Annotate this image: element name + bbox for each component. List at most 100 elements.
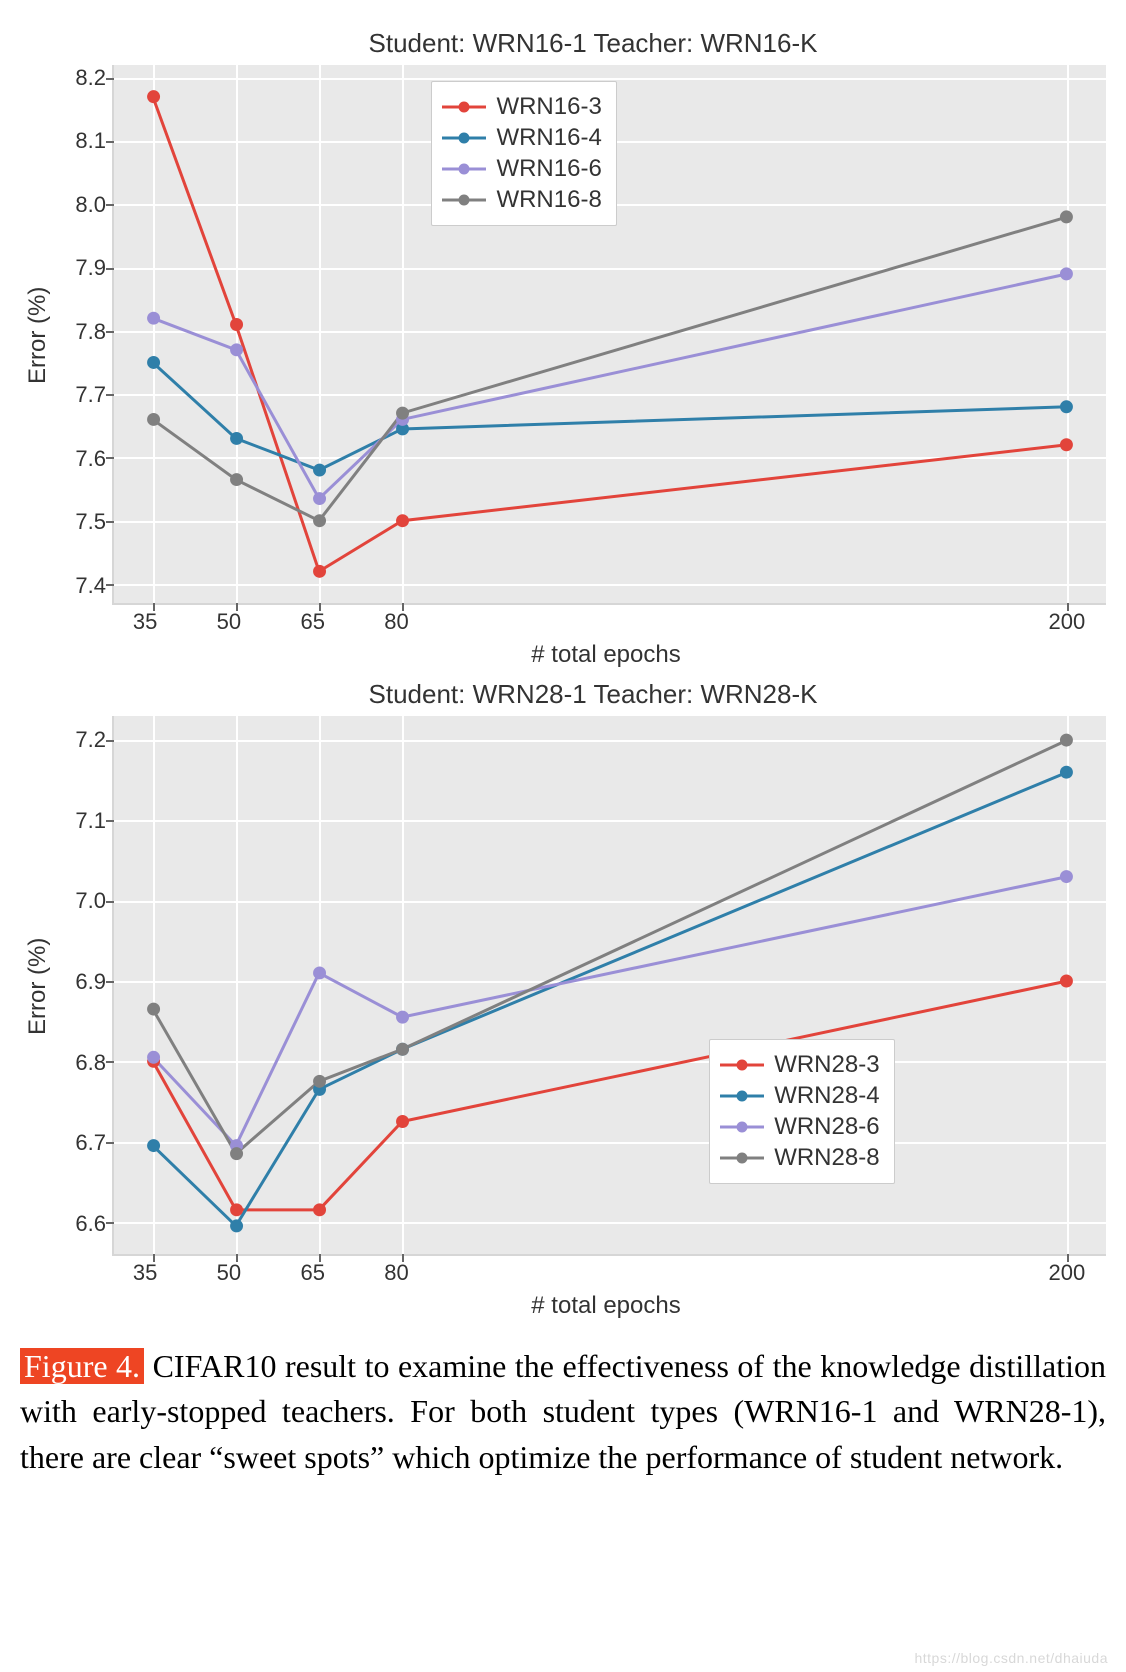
data-point [147, 90, 160, 103]
legend: WRN28-3 WRN28-4 WRN28-6 WRN28-8 [709, 1039, 894, 1184]
x-tick-label: 80 [384, 609, 408, 635]
y-tick-label: 8.2 [75, 65, 106, 91]
y-tick-label: 6.7 [75, 1130, 106, 1156]
data-point [1060, 210, 1073, 223]
x-tick-label: 80 [384, 1260, 408, 1286]
legend: WRN16-3 WRN16-4 WRN16-6 WRN16-8 [431, 81, 616, 226]
data-point [313, 1203, 326, 1216]
data-point [147, 1139, 160, 1152]
legend-label: WRN28-4 [774, 1082, 879, 1110]
data-point [396, 1011, 409, 1024]
y-tick-label: 6.9 [75, 969, 106, 995]
data-point [313, 565, 326, 578]
legend-item: WRN28-3 [720, 1051, 879, 1079]
legend-label: WRN28-8 [774, 1144, 879, 1172]
legend-item: WRN16-6 [442, 155, 601, 183]
data-point [147, 356, 160, 369]
legend-item: WRN28-4 [720, 1082, 879, 1110]
legend-swatch-icon [720, 1087, 764, 1105]
chart-bottom: Student: WRN28-1 Teacher: WRN28-K Error (… [20, 679, 1106, 1320]
legend-swatch-icon [442, 129, 486, 147]
legend-swatch-icon [720, 1056, 764, 1074]
y-tick-label: 7.7 [75, 382, 106, 408]
x-tick-label: 65 [300, 1260, 324, 1286]
y-ticks: 6.6 6.7 6.8 6.9 7.0 7.1 7.2 [52, 716, 112, 1256]
charts-mount: Student: WRN16-1 Teacher: WRN16-K Error (… [20, 28, 1106, 1320]
data-point [147, 413, 160, 426]
legend-item: WRN16-3 [442, 93, 601, 121]
legend-item: WRN28-6 [720, 1113, 879, 1141]
chart-title: Student: WRN28-1 Teacher: WRN28-K [20, 679, 1106, 710]
y-tick-label: 8.1 [75, 128, 106, 154]
data-point [313, 966, 326, 979]
data-point [396, 514, 409, 527]
x-axis-label: # total epochs [20, 641, 1106, 669]
legend-swatch-icon [442, 160, 486, 178]
y-tick-label: 7.9 [75, 255, 106, 281]
y-tick-label: 7.8 [75, 319, 106, 345]
data-point [147, 1051, 160, 1064]
legend-swatch-icon [442, 98, 486, 116]
y-tick-label: 6.8 [75, 1050, 106, 1076]
legend-label: WRN28-3 [774, 1051, 879, 1079]
figure-caption-text: CIFAR10 result to examine the effectiven… [20, 1348, 1106, 1475]
legend-item: WRN16-8 [442, 186, 601, 214]
data-point [230, 1219, 243, 1232]
x-ticks: 35 50 65 80 200 [106, 605, 1106, 639]
y-tick-label: 8.0 [75, 192, 106, 218]
watermark: https://blog.csdn.net/dhaiuda [914, 1650, 1108, 1666]
legend-swatch-icon [720, 1118, 764, 1136]
legend-item: WRN16-4 [442, 124, 601, 152]
data-point [230, 1203, 243, 1216]
legend-item: WRN28-8 [720, 1144, 879, 1172]
y-axis-label: Error (%) [20, 716, 52, 1256]
x-ticks: 35506580200 [106, 1256, 1106, 1290]
chart-title: Student: WRN16-1 Teacher: WRN16-K [20, 28, 1106, 59]
data-point [1060, 400, 1073, 413]
data-point [1060, 734, 1073, 747]
legend-swatch-icon [442, 191, 486, 209]
x-tick-label: 35 [133, 609, 157, 635]
figure-label: Figure 4. [20, 1348, 144, 1384]
legend-label: WRN16-8 [496, 186, 601, 214]
data-point [313, 464, 326, 477]
figure-container: Student: WRN16-1 Teacher: WRN16-K Error (… [20, 28, 1106, 1480]
y-tick-label: 7.1 [75, 808, 106, 834]
y-tick-label: 7.2 [75, 727, 106, 753]
data-point [230, 1147, 243, 1160]
x-tick-label: 200 [1049, 1260, 1086, 1286]
data-point [1060, 267, 1073, 280]
figure-caption: Figure 4. CIFAR10 result to examine the … [20, 1344, 1106, 1480]
x-tick-label: 50 [217, 609, 241, 635]
legend-label: WRN28-6 [774, 1113, 879, 1141]
y-tick-label: 7.6 [75, 446, 106, 472]
x-axis-label: # total epochs [20, 1292, 1106, 1320]
data-point [396, 407, 409, 420]
data-point [230, 343, 243, 356]
data-point [147, 312, 160, 325]
y-tick-label: 6.6 [75, 1211, 106, 1237]
data-point [396, 1043, 409, 1056]
data-point [1060, 438, 1073, 451]
y-tick-label: 7.5 [75, 509, 106, 535]
y-axis-label: Error (%) [20, 65, 52, 605]
data-point [396, 1115, 409, 1128]
x-tick-label: 35 [133, 1260, 157, 1286]
plot-area: WRN16-3 WRN16-4 WRN16-6 WRN16-8 [112, 65, 1106, 605]
x-tick-label: 65 [300, 609, 324, 635]
data-point [1060, 870, 1073, 883]
data-point [147, 1003, 160, 1016]
legend-swatch-icon [720, 1149, 764, 1167]
chart-top: Student: WRN16-1 Teacher: WRN16-K Error (… [20, 28, 1106, 669]
y-tick-label: 7.4 [75, 573, 106, 599]
legend-label: WRN16-3 [496, 93, 601, 121]
data-point [230, 473, 243, 486]
data-point [313, 492, 326, 505]
data-point [230, 432, 243, 445]
legend-label: WRN16-6 [496, 155, 601, 183]
markers-layer [114, 716, 1106, 1254]
legend-label: WRN16-4 [496, 124, 601, 152]
y-tick-label: 7.0 [75, 888, 106, 914]
data-point [313, 514, 326, 527]
x-tick-label: 200 [1049, 609, 1086, 635]
